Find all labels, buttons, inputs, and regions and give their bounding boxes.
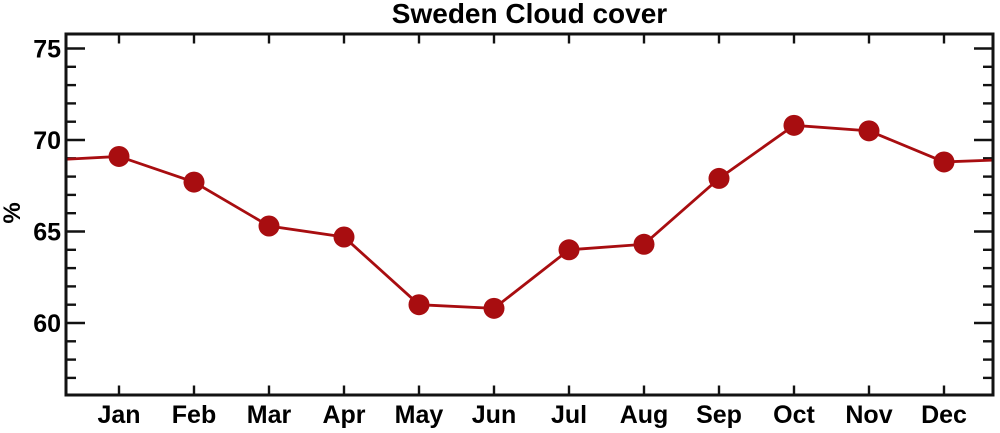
- x-tick-label: Dec: [921, 401, 967, 429]
- x-tick-label: Feb: [172, 401, 216, 429]
- x-tick-label: Mar: [247, 401, 292, 429]
- data-line: [65, 123, 994, 310]
- y-axis-label: %: [0, 202, 26, 223]
- y-tick-label: 70: [33, 127, 61, 155]
- x-tick-label: Apr: [322, 401, 365, 429]
- data-point-mar: [258, 215, 280, 237]
- y-tick-label: 75: [33, 36, 61, 64]
- data-point-nov: [858, 120, 880, 142]
- x-tick-label: May: [395, 401, 444, 429]
- plot-border: [64, 32, 995, 397]
- data-point-oct: [783, 114, 805, 136]
- data-point-sep: [708, 167, 730, 189]
- data-point-jan: [108, 145, 130, 167]
- chart-title: Sweden Cloud cover: [391, 0, 668, 29]
- y-tick-label: 65: [33, 219, 61, 247]
- x-tick-label: Oct: [773, 401, 815, 429]
- data-point-may: [408, 294, 430, 316]
- x-tick-label: Jun: [472, 401, 516, 429]
- data-point-feb: [183, 171, 205, 193]
- x-tick-label: Jul: [551, 401, 587, 429]
- x-tick-label: Nov: [845, 401, 892, 429]
- data-point-jun: [483, 297, 505, 319]
- x-tick-label: Sep: [696, 401, 742, 429]
- data-point-dec: [933, 151, 955, 173]
- x-tick-label: Jan: [97, 401, 140, 429]
- x-tick-label: Aug: [620, 401, 669, 429]
- data-point-aug: [633, 233, 655, 255]
- data-point-apr: [333, 226, 355, 248]
- data-point-jul: [558, 239, 580, 261]
- y-tick-label: 60: [33, 310, 61, 338]
